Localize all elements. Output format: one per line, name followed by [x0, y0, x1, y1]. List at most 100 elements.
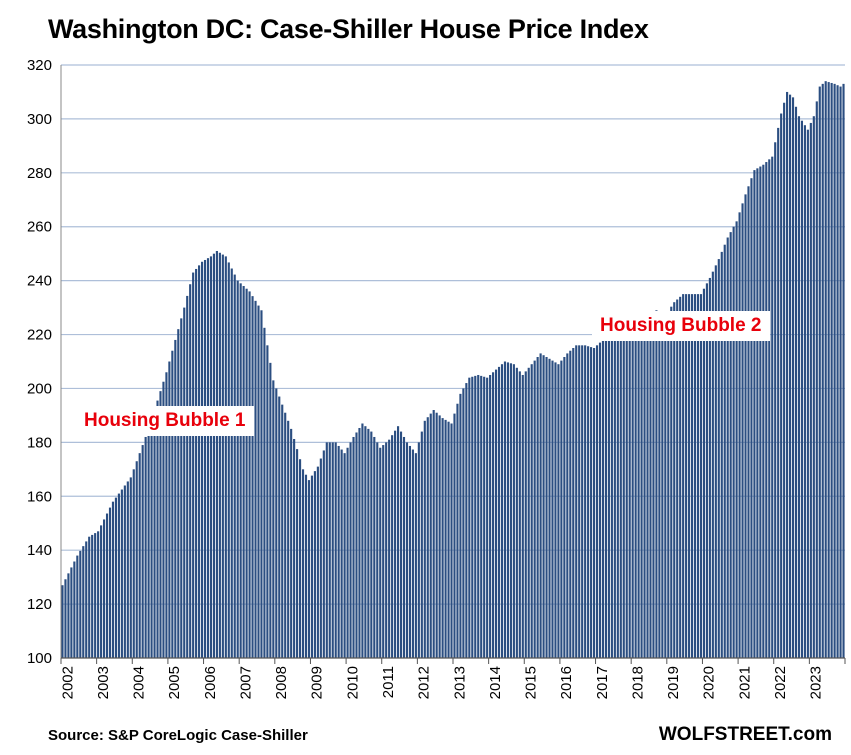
bar-mark — [634, 328, 637, 658]
bar-mark — [646, 312, 649, 658]
bar-mark — [192, 272, 195, 658]
bar-mark — [693, 294, 697, 658]
x-tick-label: 2010 — [344, 666, 361, 699]
bar-mark — [254, 300, 257, 658]
bar-mark — [578, 345, 581, 658]
bar-mark — [587, 346, 590, 658]
bar-mark — [628, 337, 631, 658]
y-tick-label: 300 — [27, 111, 52, 128]
bar-mark — [230, 268, 233, 658]
bar-mark — [70, 567, 73, 658]
x-tick-label: 2016 — [558, 666, 575, 699]
bar-mark — [67, 573, 70, 658]
bar-mark — [679, 296, 682, 658]
bar-mark — [195, 268, 198, 658]
bar-mark — [512, 364, 515, 658]
bar-mark — [682, 294, 685, 658]
bar-mark — [147, 428, 150, 658]
bar-mark — [566, 353, 569, 658]
y-tick-label: 120 — [27, 596, 52, 613]
bar-mark — [168, 361, 171, 658]
bar-mark — [759, 166, 762, 658]
y-tick-label: 320 — [27, 57, 52, 74]
bar-mark — [355, 432, 358, 658]
bar-mark — [696, 294, 700, 658]
bar-mark — [189, 284, 192, 658]
bar-mark — [842, 83, 845, 659]
x-tick-label: 2005 — [166, 666, 183, 699]
bar-mark — [343, 453, 346, 658]
bar-mark — [269, 362, 272, 658]
bar-mark — [114, 497, 118, 658]
bar-mark — [738, 212, 741, 658]
y-tick-label: 180 — [27, 434, 52, 451]
bar-mark — [477, 374, 480, 658]
bar-mark — [818, 86, 821, 658]
bar-mark — [815, 101, 818, 658]
bar-mark — [275, 388, 278, 658]
bar-mark — [768, 159, 771, 658]
bar-mark — [391, 435, 394, 658]
bar-mark — [385, 442, 388, 658]
bar-mark — [590, 347, 593, 658]
bar-mark — [138, 453, 141, 658]
bar-mark — [830, 82, 833, 659]
bar-series — [61, 81, 845, 659]
bar-mark — [414, 453, 417, 658]
bar-mark — [530, 364, 533, 658]
bar-mark — [518, 371, 521, 658]
bar-mark — [732, 226, 735, 659]
x-tick-label: 2015 — [523, 666, 540, 699]
bar-mark — [542, 355, 545, 658]
bar-mark — [450, 423, 453, 658]
bar-mark — [747, 186, 750, 659]
bar-mark — [459, 393, 462, 658]
bar-mark — [604, 336, 608, 658]
bar-mark — [581, 345, 584, 658]
bar-mark — [251, 296, 254, 658]
bar-mark — [551, 360, 554, 658]
bar-mark — [783, 102, 786, 659]
bar-mark — [212, 253, 216, 658]
bar-mark — [61, 585, 64, 658]
bar-mark — [833, 83, 836, 659]
x-tick-label: 2021 — [736, 666, 753, 699]
y-tick-label: 240 — [27, 273, 52, 290]
bar-mark — [699, 294, 703, 658]
bar-mark — [456, 403, 459, 658]
bar-mark — [346, 447, 349, 658]
bar-mark — [370, 431, 373, 658]
bar-mark — [239, 283, 242, 658]
bar-mark — [287, 420, 290, 658]
bar-mark — [236, 280, 239, 658]
bar-mark — [432, 410, 435, 658]
bar-mark — [435, 412, 438, 658]
bar-mark — [129, 477, 132, 658]
bar-mark — [165, 372, 168, 658]
bar-mark — [73, 561, 76, 658]
bar-mark — [177, 329, 180, 658]
bar-mark — [613, 330, 616, 658]
bar-mark — [203, 259, 207, 658]
bar-mark — [729, 232, 732, 658]
bar-mark — [263, 327, 266, 658]
bar-mark — [298, 459, 302, 658]
bar-mark — [284, 412, 287, 658]
bar-mark — [441, 418, 444, 658]
bar-mark — [447, 421, 450, 658]
bar-mark — [382, 445, 385, 658]
bar-mark — [76, 555, 79, 658]
bar-mark — [394, 430, 397, 658]
bar-mark — [806, 129, 809, 658]
bar-mark — [486, 377, 489, 658]
bar-mark — [809, 122, 812, 658]
bar-mark — [652, 311, 655, 658]
bar-mark — [685, 294, 688, 658]
bar-mark — [290, 428, 293, 658]
bar-mark — [358, 427, 361, 658]
bar-mark — [82, 546, 85, 658]
x-tick-label: 2013 — [451, 666, 468, 699]
bar-mark — [569, 350, 572, 658]
x-tick-label: 2022 — [772, 666, 789, 699]
